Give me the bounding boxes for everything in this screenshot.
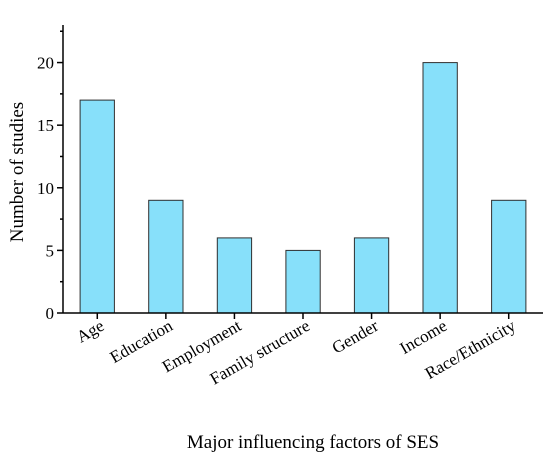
y-ticks-group: 0 5 10 15 20: [37, 30, 63, 323]
bar-race-ethnicity: [491, 199, 527, 314]
y-tick-label: 0: [46, 304, 55, 323]
bar-gender: [353, 237, 390, 314]
x-tick-label: Gender: [329, 316, 382, 358]
bar-education: [148, 199, 184, 314]
y-tick-label: 15: [37, 116, 54, 135]
bar-income: [422, 62, 458, 314]
x-axis-title: Major influencing factors of SES: [187, 432, 439, 453]
y-tick-label: 10: [37, 179, 54, 198]
y-axis-title: Number of studies: [7, 102, 28, 242]
x-tick-label: Income: [396, 316, 450, 358]
bar-family-structure: [285, 249, 321, 314]
bar-age: [79, 99, 115, 314]
bar-employment: [216, 237, 253, 314]
y-tick-label: 20: [37, 54, 54, 73]
bars-group: [79, 62, 527, 314]
y-tick-label: 5: [46, 241, 55, 260]
x-tick-label: Age: [73, 316, 107, 347]
